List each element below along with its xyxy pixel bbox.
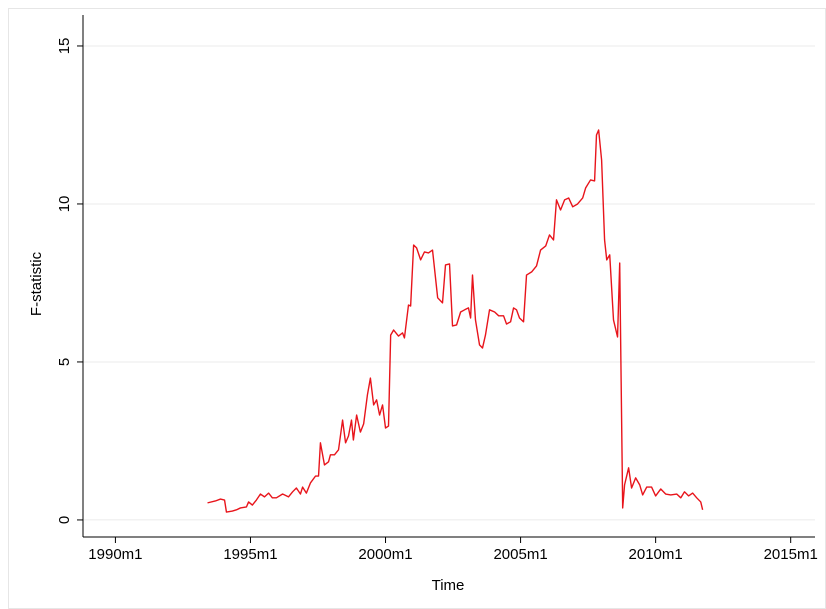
data-line xyxy=(207,129,704,513)
x-tick-label: 2000m1 xyxy=(358,546,412,563)
x-tick-label: 2005m1 xyxy=(493,546,547,563)
x-tick-label: 1990m1 xyxy=(88,546,142,563)
x-tick-label: 2015m1 xyxy=(764,546,818,563)
frame xyxy=(8,8,826,609)
y-tick-label: 10 xyxy=(56,196,73,213)
y-tick-label: 5 xyxy=(56,358,73,366)
y-tick-label: 15 xyxy=(56,38,73,55)
y-axis-title: F-statistic xyxy=(28,251,45,316)
x-tick-label: 2010m1 xyxy=(629,546,683,563)
x-tick-label: 1995m1 xyxy=(223,546,277,563)
y-tick-label: 0 xyxy=(56,516,73,524)
x-axis-title: Time xyxy=(432,577,465,594)
